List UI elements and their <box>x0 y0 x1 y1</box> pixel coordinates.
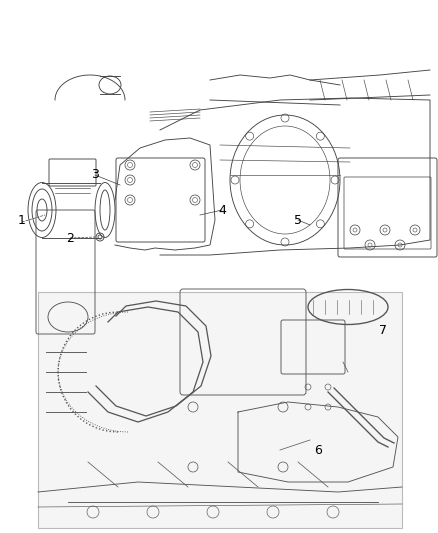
Text: 4: 4 <box>218 204 226 216</box>
Text: 2: 2 <box>66 231 74 245</box>
Text: 3: 3 <box>91 168 99 182</box>
Text: 7: 7 <box>379 324 387 336</box>
Text: 6: 6 <box>314 443 322 456</box>
Text: 5: 5 <box>294 214 302 227</box>
Bar <box>38 292 402 528</box>
Text: 1: 1 <box>18 214 26 227</box>
